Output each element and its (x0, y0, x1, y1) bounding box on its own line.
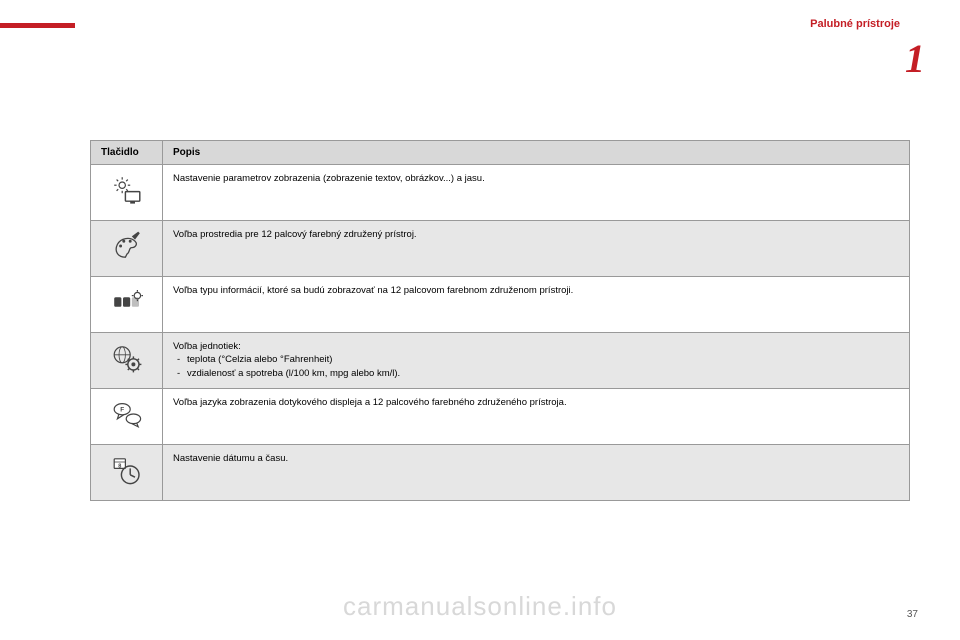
col-header-button: Tlačidlo (91, 141, 163, 165)
settings-table: Tlačidlo Popis (90, 140, 910, 501)
icon-cell (91, 333, 163, 389)
accent-bar (0, 23, 75, 28)
icon-cell: F (91, 389, 163, 445)
main-content: Tlačidlo Popis (90, 140, 910, 501)
svg-text:F: F (120, 407, 124, 414)
icon-cell: 8 (91, 445, 163, 501)
chapter-number: 1 (905, 35, 925, 82)
desc-cell: Nastavenie parametrov zobrazenia (zobraz… (163, 165, 910, 221)
table-row: Voľba prostredia pre 12 palcový farebný … (91, 221, 910, 277)
clock-calendar-icon: 8 (111, 454, 143, 486)
desc-cell: Voľba jazyka zobrazenia dotykového displ… (163, 389, 910, 445)
icon-cell (91, 165, 163, 221)
widgets-gear-icon (111, 286, 143, 318)
palette-brush-icon (111, 230, 143, 262)
svg-text:8: 8 (118, 464, 121, 470)
table-row: Voľba jednotiek: teplota (°Celzia alebo … (91, 333, 910, 389)
language-bubbles-icon: F (111, 398, 143, 430)
desc-cell: Voľba prostredia pre 12 palcový farebný … (163, 221, 910, 277)
bullet-item: vzdialenosť a spotreba (l/100 km, mpg al… (173, 367, 899, 380)
table-row: 8 Nastavenie dátumu a času. (91, 445, 910, 501)
desc-cell: Nastavenie dátumu a času. (163, 445, 910, 501)
watermark: carmanualsonline.info (0, 591, 960, 622)
desc-cell: Voľba typu informácií, ktoré sa budú zob… (163, 277, 910, 333)
page-number: 37 (907, 609, 918, 620)
desc-cell: Voľba jednotiek: teplota (°Celzia alebo … (163, 333, 910, 389)
icon-cell (91, 277, 163, 333)
globe-gear-icon (111, 342, 143, 374)
brightness-display-icon (111, 174, 143, 206)
table-row: Voľba typu informácií, ktoré sa budú zob… (91, 277, 910, 333)
icon-cell (91, 221, 163, 277)
bullet-list: teplota (°Celzia alebo °Fahrenheit) vzdi… (173, 353, 899, 380)
desc-lead: Voľba jednotiek: (173, 341, 241, 352)
table-row: F Voľba jazyka zobrazenia dotykového dis… (91, 389, 910, 445)
table-row: Nastavenie parametrov zobrazenia (zobraz… (91, 165, 910, 221)
bullet-item: teplota (°Celzia alebo °Fahrenheit) (173, 353, 899, 366)
col-header-desc: Popis (163, 141, 910, 165)
section-title: Palubné prístroje (810, 18, 900, 30)
